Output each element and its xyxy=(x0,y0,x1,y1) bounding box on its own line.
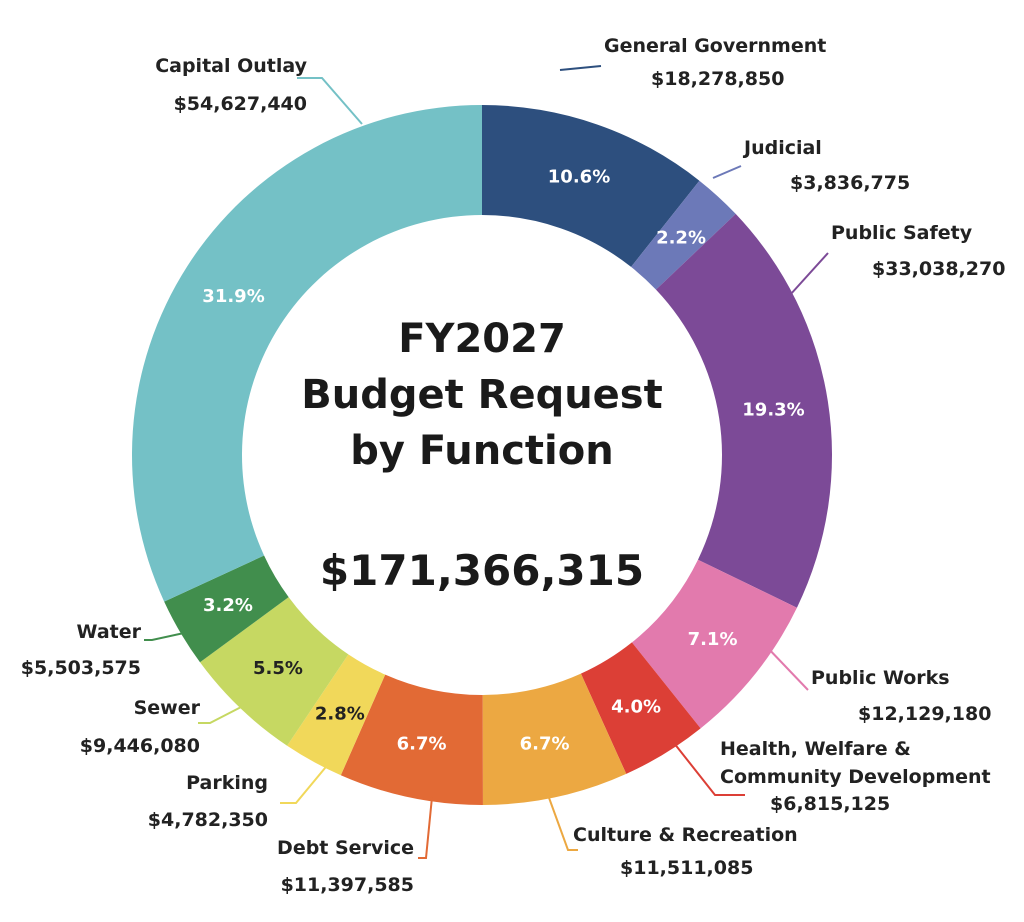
slice-amount-sewer: $9,446,080 xyxy=(80,735,200,757)
percent-labels: 10.6% 2.2% 19.3% 7.1% 4.0% 6.7% 6.7% 2.8% 5.5% 3.… xyxy=(202,166,804,754)
slice-amount-public-safety: $33,038,270 xyxy=(872,258,1005,280)
slice-labels: General Government $18,278,850 Judicial $3,… xyxy=(21,35,1006,896)
title-line-3: by Function xyxy=(350,428,613,474)
leader-lines xyxy=(144,65,829,859)
slice-general-government xyxy=(482,105,700,267)
slice-name-general-government: General Government xyxy=(604,35,826,57)
slice-name-judicial: Judicial xyxy=(742,137,822,159)
slice-public-safety xyxy=(655,213,832,608)
percent-label-health-welfare-community-development: 4.0% xyxy=(611,697,661,718)
slice-name-culture-recreation: Culture & Recreation xyxy=(573,824,798,846)
leader-line-judicial xyxy=(712,165,742,179)
leader-line-water xyxy=(144,632,185,641)
slice-name-sewer: Sewer xyxy=(134,697,201,719)
slice-water xyxy=(164,555,289,663)
percent-label-sewer: 5.5% xyxy=(253,658,303,679)
slice-name-capital-outlay: Capital Outlay xyxy=(155,55,307,77)
slice-health-welfare-community-development xyxy=(580,642,701,774)
slice-amount-debt-service: $11,397,585 xyxy=(281,874,414,896)
center-title: FY2027 Budget Request by Function $171,3… xyxy=(301,316,663,595)
leader-line-debt-service xyxy=(418,796,433,859)
slice-public-works xyxy=(631,559,797,729)
title-line-2: Budget Request xyxy=(301,372,663,418)
percent-label-judicial: 2.2% xyxy=(656,227,706,248)
percent-label-parking: 2.8% xyxy=(315,703,365,724)
slice-amount-parking: $4,782,350 xyxy=(148,809,268,831)
slice-amount-general-government: $18,278,850 xyxy=(651,68,784,90)
leader-line-public-works xyxy=(764,644,809,691)
slice-amount-health-welfare-community-development: $6,815,125 xyxy=(770,793,890,815)
slice-culture-recreation xyxy=(482,673,627,805)
slice-amount-capital-outlay: $54,627,440 xyxy=(174,93,307,115)
percent-label-general-government: 10.6% xyxy=(548,166,610,187)
slice-name-debt-service: Debt Service xyxy=(277,837,414,859)
slice-judicial xyxy=(631,180,736,290)
total-amount: $171,366,315 xyxy=(320,546,644,595)
slice-amount-water: $5,503,575 xyxy=(21,657,141,679)
leader-line-capital-outlay xyxy=(297,77,363,125)
slice-amount-judicial: $3,836,775 xyxy=(790,172,910,194)
leader-line-general-government xyxy=(559,65,602,71)
leader-line-sewer xyxy=(198,704,246,724)
slice-amount-culture-recreation: $11,511,085 xyxy=(620,857,753,879)
slice-name-public-works: Public Works xyxy=(811,667,950,689)
percent-label-capital-outlay: 31.9% xyxy=(202,286,264,307)
percent-label-public-works: 7.1% xyxy=(688,629,738,650)
percent-label-public-safety: 19.3% xyxy=(742,400,804,421)
slice-sewer xyxy=(200,597,349,746)
leader-line-culture-recreation xyxy=(547,794,578,851)
leader-line-health-welfare-community-development xyxy=(669,737,745,796)
slice-name-health-welfare-community-development-line-2: Community Development xyxy=(720,766,991,788)
percent-label-water: 3.2% xyxy=(203,595,253,616)
slice-amount-public-works: $12,129,180 xyxy=(858,703,991,725)
slice-parking xyxy=(287,654,386,776)
slice-debt-service xyxy=(340,674,483,806)
donut-slices xyxy=(131,105,832,806)
slice-name-public-safety: Public Safety xyxy=(831,222,973,244)
percent-label-culture-recreation: 6.7% xyxy=(520,733,570,754)
slice-name-parking: Parking xyxy=(186,772,268,794)
slice-name-water: Water xyxy=(77,621,142,643)
title-line-1: FY2027 xyxy=(398,316,566,362)
leader-line-public-safety xyxy=(789,252,829,296)
percent-label-debt-service: 6.7% xyxy=(397,734,447,755)
slice-capital-outlay xyxy=(131,105,482,602)
slice-name-health-welfare-community-development-line-1: Health, Welfare & xyxy=(720,738,911,760)
leader-line-parking xyxy=(280,761,331,804)
